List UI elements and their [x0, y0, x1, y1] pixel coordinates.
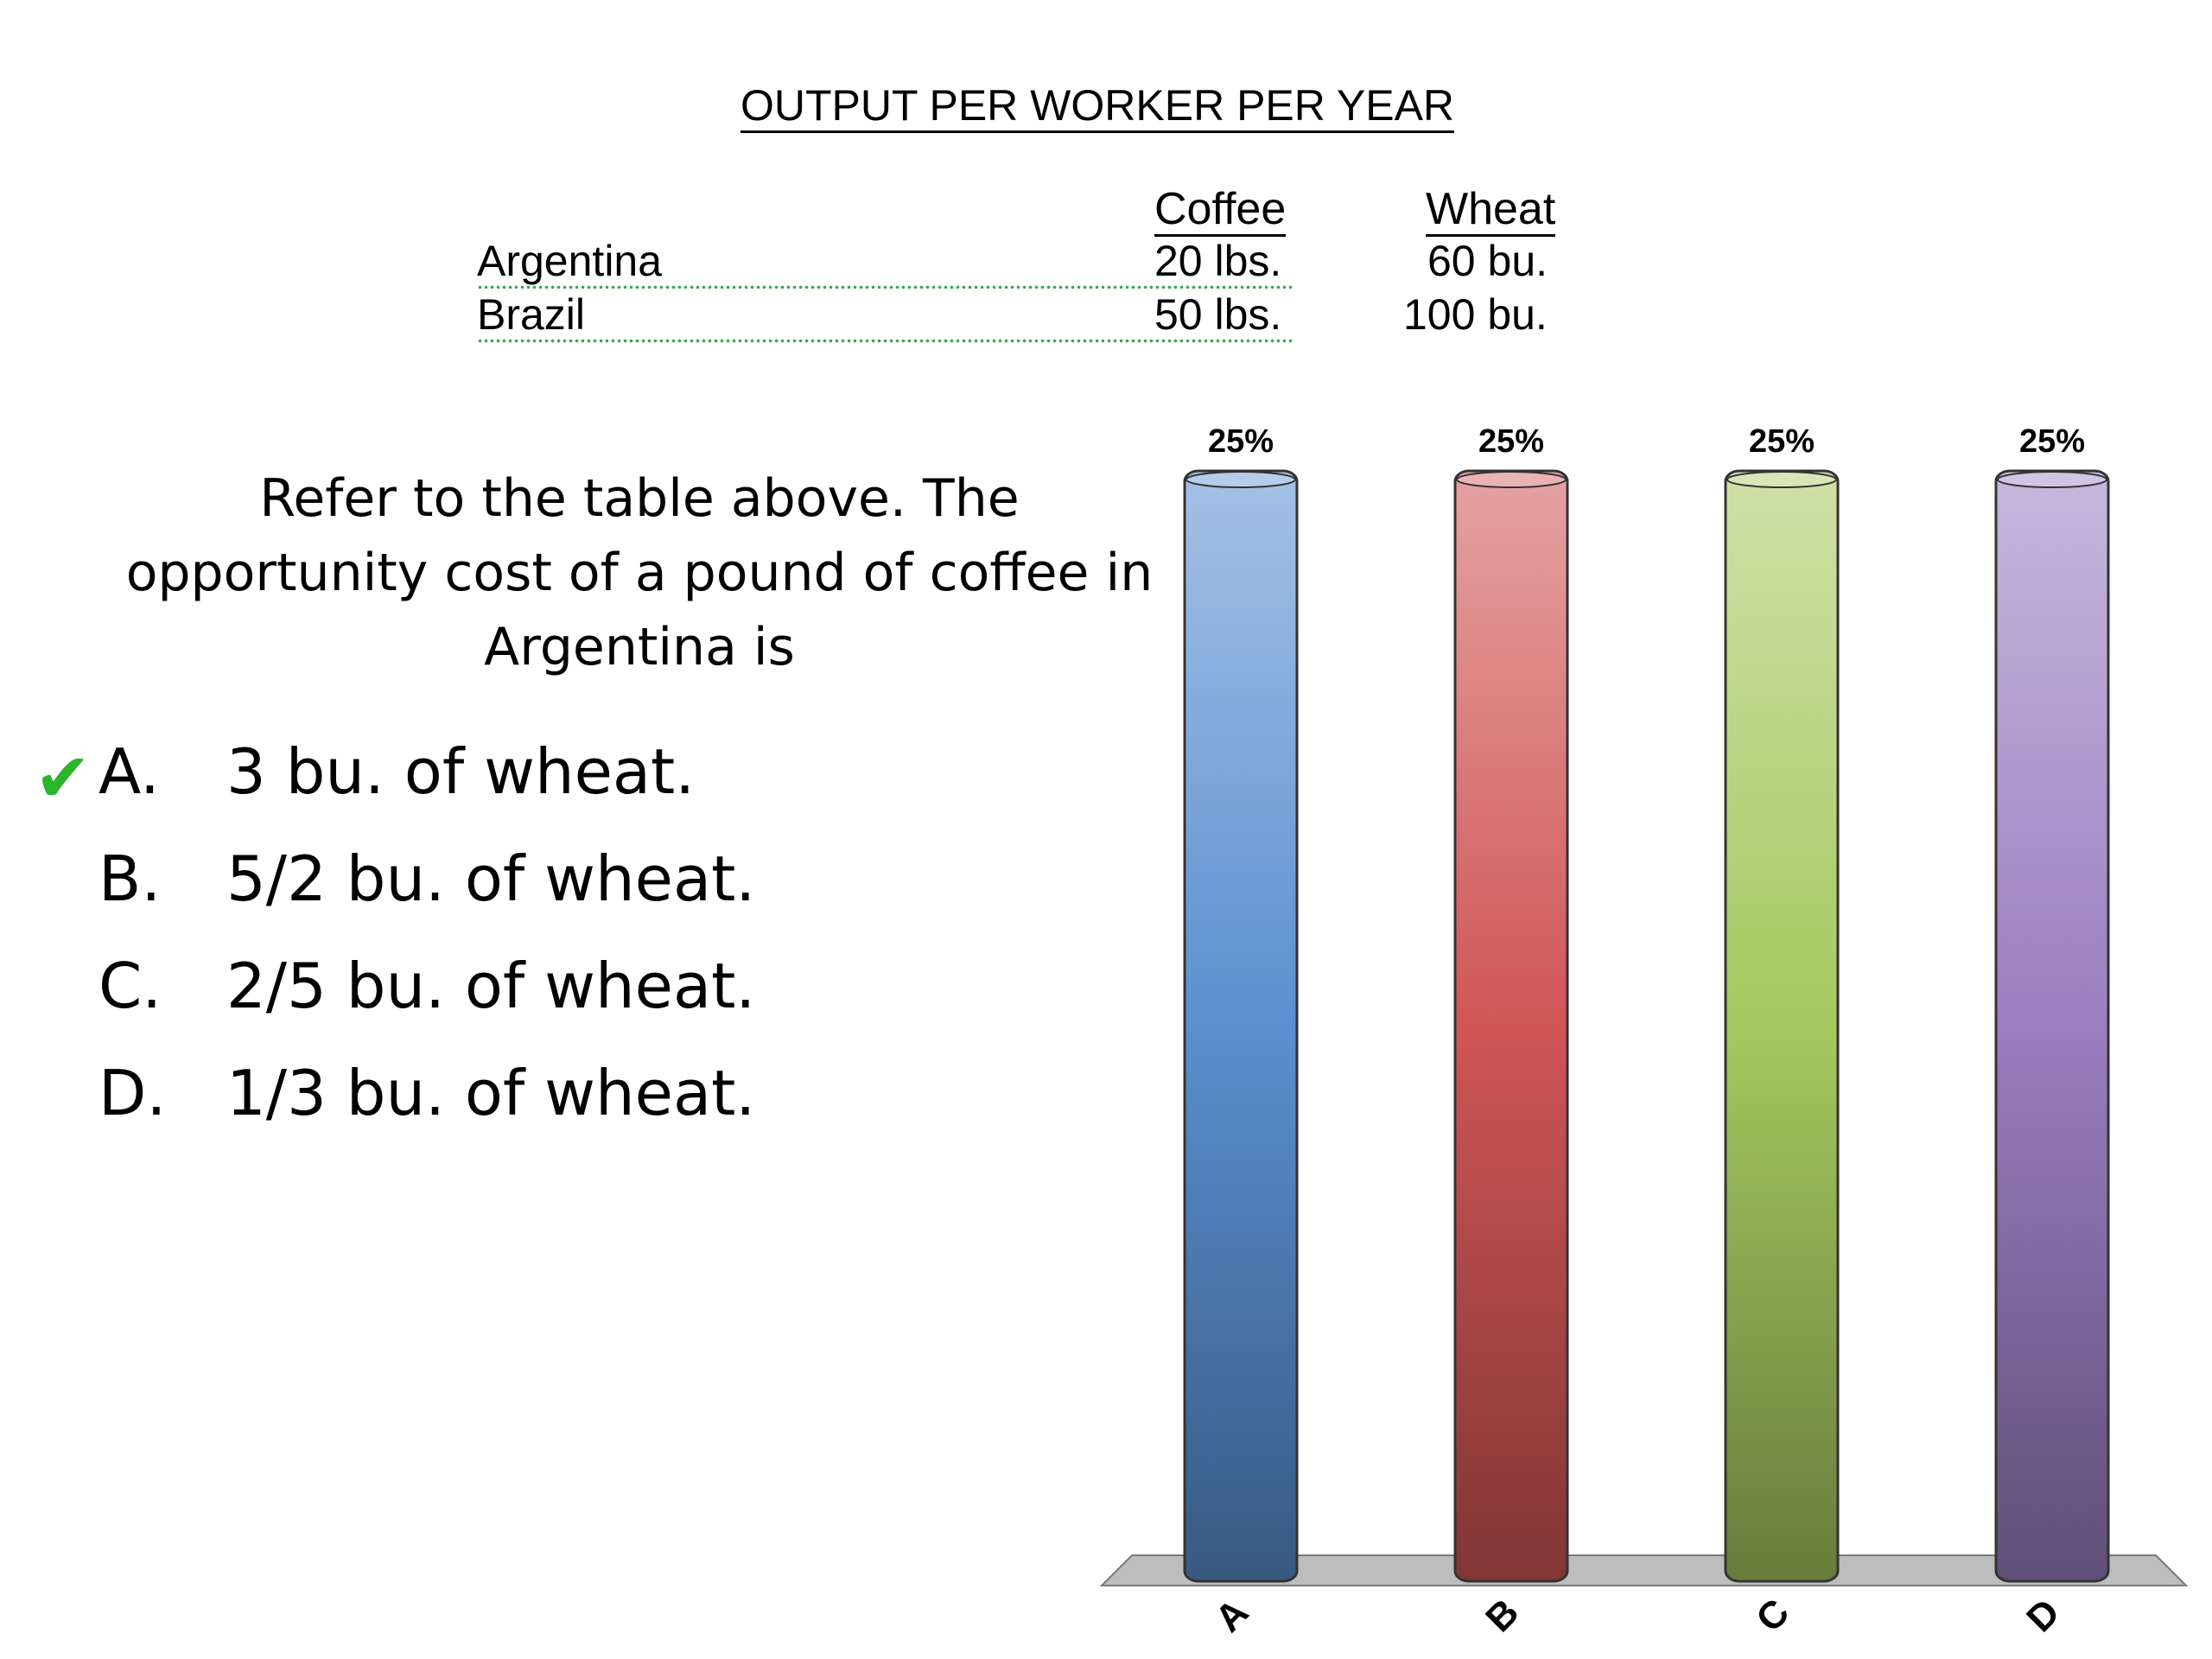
- bar-b: [1453, 469, 1569, 1583]
- bar-top-cap: [1997, 471, 2107, 488]
- cell-brazil-coffee: 50 lbs.: [1154, 290, 1282, 339]
- option-text: 1/3 bu. of wheat.: [226, 1057, 756, 1129]
- option-text: 5/2 bu. of wheat.: [226, 842, 756, 915]
- value-label: 25%: [1749, 423, 1815, 460]
- table-title: OUTPUT PER WORKER PER YEAR: [0, 79, 2203, 133]
- cell-argentina-coffee: 20 lbs.: [1154, 237, 1282, 285]
- value-label: 25%: [2019, 423, 2085, 460]
- row-label-brazil: Brazil: [477, 290, 586, 339]
- category-label: D: [2018, 1591, 2068, 1640]
- option-letter: B.: [99, 842, 162, 915]
- checkmark-icon: ✔: [35, 740, 92, 816]
- answer-option-c: C. 2/5 bu. of wheat.: [99, 947, 755, 1025]
- option-letter: A.: [99, 735, 160, 808]
- bar-c: [1724, 469, 1840, 1583]
- spellcheck-underline: [477, 285, 1294, 290]
- spellcheck-underline: [477, 339, 1294, 344]
- cell-brazil-wheat: 100 bu.: [1403, 290, 1548, 339]
- question-text: Refer to the table above. The opportunit…: [125, 468, 1154, 677]
- category-label: C: [1748, 1591, 1797, 1640]
- category-label: B: [1478, 1591, 1527, 1640]
- column-header-coffee: Coffee: [1154, 183, 1287, 237]
- bar-top-cap: [1726, 471, 1837, 488]
- value-label: 25%: [1478, 423, 1544, 460]
- answer-option-a: A. 3 bu. of wheat.: [99, 733, 695, 810]
- row-label-argentina: Argentina: [477, 237, 663, 285]
- table-title-text: OUTPUT PER WORKER PER YEAR: [740, 81, 1455, 133]
- option-letter: C.: [99, 950, 162, 1022]
- category-label: A: [1207, 1591, 1256, 1640]
- bar-top-cap: [1185, 471, 1296, 488]
- bar-d: [1994, 469, 2110, 1583]
- option-text: 3 bu. of wheat.: [226, 735, 696, 808]
- option-text: 2/5 bu. of wheat.: [226, 950, 756, 1022]
- bar-top-cap: [1456, 471, 1567, 488]
- answer-option-d: D. 1/3 bu. of wheat.: [99, 1054, 755, 1132]
- answer-option-b: B. 5/2 bu. of wheat.: [99, 840, 755, 918]
- chart-floor: [1099, 1554, 2189, 1586]
- cell-argentina-wheat: 60 bu.: [1427, 237, 1548, 285]
- column-header-wheat: Wheat: [1426, 183, 1556, 237]
- option-letter: D.: [99, 1057, 167, 1129]
- bar-a: [1183, 469, 1299, 1583]
- value-label: 25%: [1208, 423, 1274, 460]
